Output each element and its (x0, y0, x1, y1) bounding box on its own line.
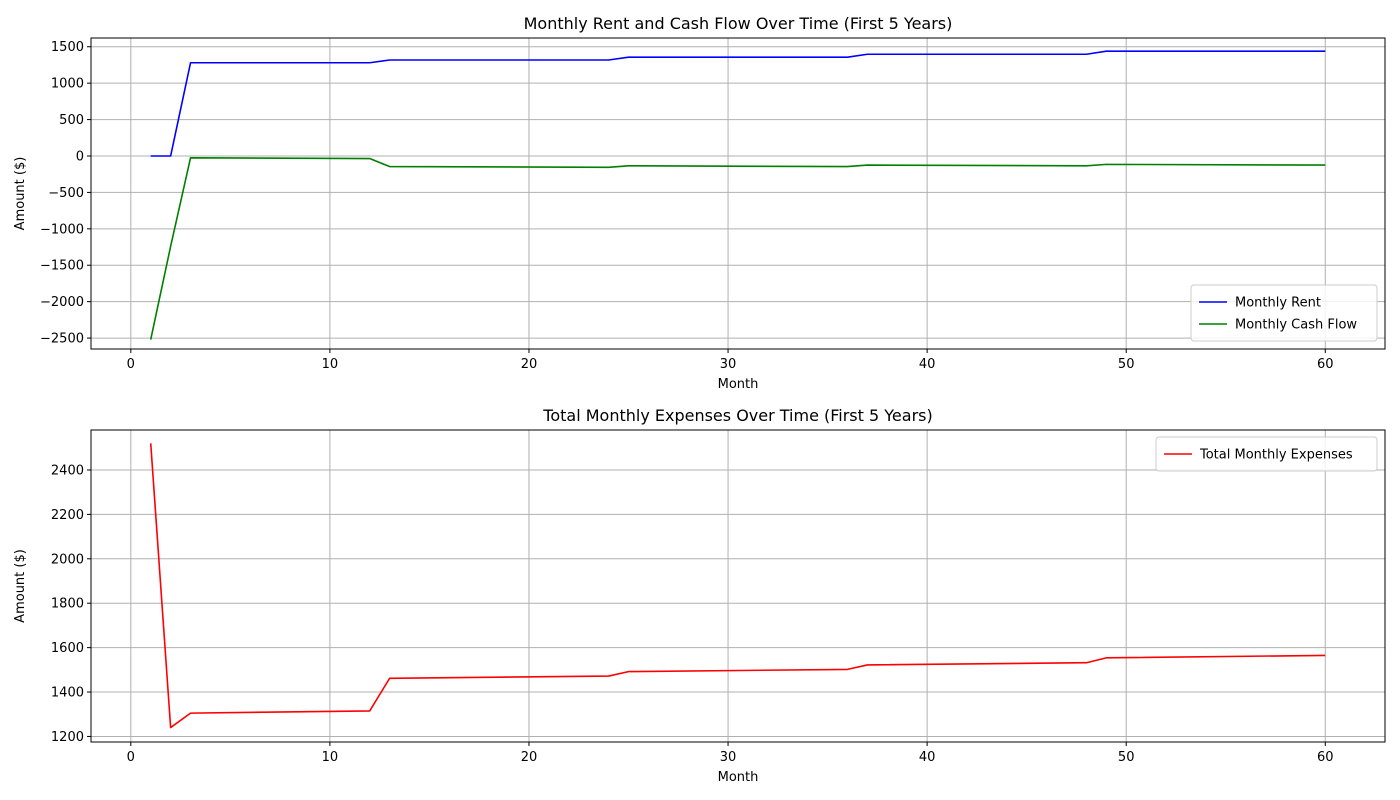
y-tick-label: 1600 (51, 641, 84, 656)
legend: Total Monthly Expenses (1155, 436, 1378, 472)
y-axis-label: Amount ($) (13, 157, 28, 231)
y-tick-label: 1200 (51, 730, 84, 745)
x-tick-label: 30 (720, 750, 737, 765)
legend-label: Monthly Rent (1235, 296, 1321, 311)
y-tick-label: 0 (76, 149, 84, 164)
y-tick-label: 1400 (51, 686, 84, 701)
legend-box (1155, 436, 1378, 472)
chart-title: Monthly Rent and Cash Flow Over Time (Fi… (524, 14, 953, 33)
y-tick-label: 2400 (51, 463, 84, 478)
chart-title: Total Monthly Expenses Over Time (First … (542, 406, 932, 425)
y-tick-label: 2200 (51, 508, 84, 523)
x-tick-label: 10 (322, 357, 339, 372)
series-line-monthly-cash-flow (149, 157, 1326, 340)
legend-label: Total Monthly Expenses (1199, 448, 1353, 463)
x-tick-label: 10 (322, 750, 339, 765)
legend-label: Monthly Cash Flow (1235, 318, 1357, 333)
y-tick-label: 1800 (51, 597, 84, 612)
chart-panel-2: 0 10 20 30 40 50 60 1200 1400 1600 1800 2000 2200 240… (13, 406, 1386, 785)
chart-panel-1: 0 10 20 30 40 50 60 −2500 −2000 −1500 −1000 −500 0 50… (13, 14, 1386, 392)
plot-frame (90, 429, 1386, 743)
x-tick-label: 40 (919, 750, 936, 765)
plot-frame (90, 37, 1386, 350)
y-tick-label: −500 (48, 186, 84, 201)
y-tick-label: −2500 (40, 332, 84, 347)
legend-box (1190, 284, 1378, 342)
y-axis-label: Amount ($) (13, 549, 28, 623)
series-line-monthly-rent (150, 50, 1326, 157)
y-tick-label: 2000 (51, 552, 84, 567)
x-tick-label: 30 (720, 357, 737, 372)
y-tick-label: −1500 (40, 259, 84, 274)
x-tick-label: 60 (1317, 750, 1334, 765)
x-tick-label: 50 (1118, 750, 1135, 765)
x-tick-label: 0 (127, 750, 135, 765)
x-tick-label: 50 (1118, 357, 1135, 372)
y-tick-label: 1500 (51, 40, 84, 55)
x-tick-label: 20 (521, 750, 538, 765)
y-tick-label: −1000 (40, 222, 84, 237)
y-tick-label: −2000 (40, 295, 84, 310)
x-axis-label: Month (718, 770, 759, 785)
x-axis-label: Month (718, 377, 759, 392)
x-tick-label: 20 (521, 357, 538, 372)
x-tick-label: 60 (1317, 357, 1334, 372)
x-tick-label: 0 (127, 357, 135, 372)
x-tick-label: 40 (919, 357, 936, 372)
legend: Monthly Rent Monthly Cash Flow (1190, 284, 1378, 342)
y-tick-label: 1000 (51, 77, 84, 92)
series-line-total-monthly-expenses (149, 443, 1326, 729)
y-tick-label: 500 (59, 113, 84, 128)
